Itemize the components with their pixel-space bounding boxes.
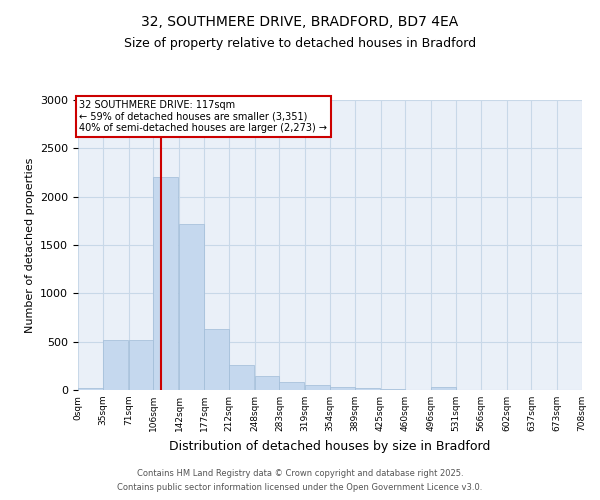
Bar bbox=[254, 376, 280, 390]
Bar bbox=[305, 384, 330, 390]
Bar bbox=[380, 389, 406, 390]
Bar bbox=[78, 388, 103, 390]
Bar bbox=[103, 340, 128, 390]
Bar bbox=[229, 365, 254, 390]
Bar bbox=[280, 382, 304, 390]
Bar bbox=[179, 224, 204, 390]
Text: Contains public sector information licensed under the Open Government Licence v3: Contains public sector information licen… bbox=[118, 484, 482, 492]
Text: 32 SOUTHMERE DRIVE: 117sqm
← 59% of detached houses are smaller (3,351)
40% of s: 32 SOUTHMERE DRIVE: 117sqm ← 59% of deta… bbox=[79, 100, 328, 133]
Y-axis label: Number of detached properties: Number of detached properties bbox=[25, 158, 35, 332]
Text: Size of property relative to detached houses in Bradford: Size of property relative to detached ho… bbox=[124, 38, 476, 51]
Bar bbox=[355, 388, 380, 390]
Bar bbox=[330, 386, 355, 390]
Bar bbox=[204, 329, 229, 390]
Bar bbox=[431, 387, 456, 390]
X-axis label: Distribution of detached houses by size in Bradford: Distribution of detached houses by size … bbox=[169, 440, 491, 452]
Text: Contains HM Land Registry data © Crown copyright and database right 2025.: Contains HM Land Registry data © Crown c… bbox=[137, 468, 463, 477]
Bar bbox=[154, 178, 178, 390]
Bar bbox=[128, 340, 154, 390]
Text: 32, SOUTHMERE DRIVE, BRADFORD, BD7 4EA: 32, SOUTHMERE DRIVE, BRADFORD, BD7 4EA bbox=[142, 15, 458, 29]
